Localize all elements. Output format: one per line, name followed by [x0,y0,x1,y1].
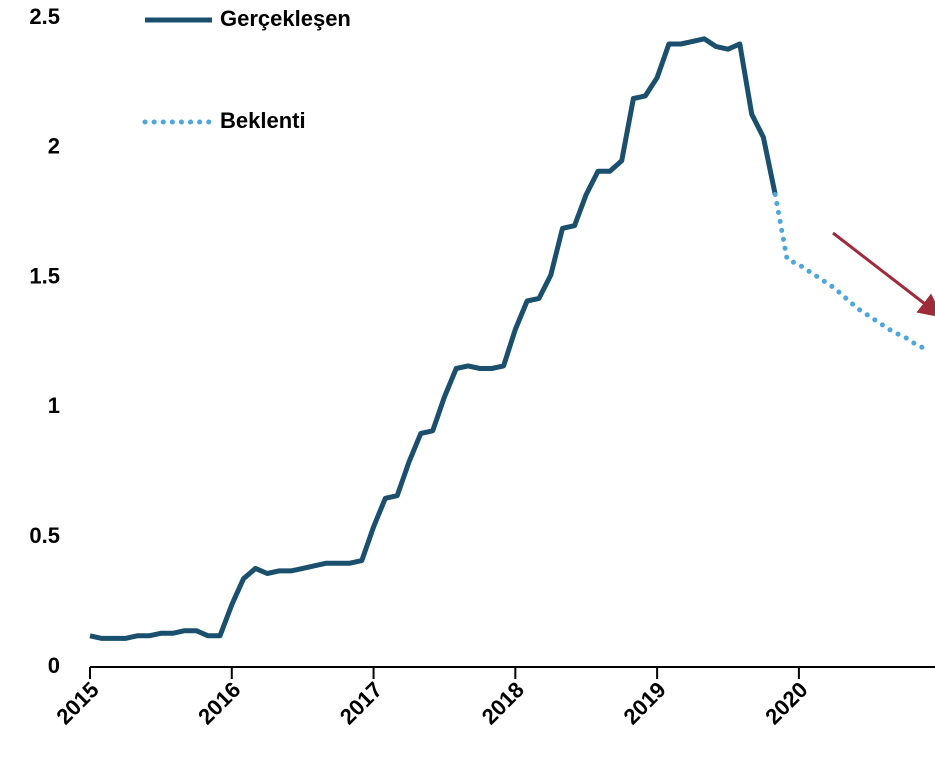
legend-label: Beklenti [220,108,306,133]
x-tick-label: 2020 [760,677,812,729]
x-tick-label: 2017 [335,677,387,729]
x-tick-label: 2018 [477,677,529,729]
series-line [772,192,932,353]
y-tick-label: 1 [48,393,60,418]
series-line [89,36,778,641]
legend-label: Gerçekleşen [220,6,351,31]
x-tick-label: 2016 [193,677,245,729]
y-tick-label: 2 [48,134,60,159]
y-tick-label: 0.5 [29,523,60,548]
x-tick-label: 2019 [618,677,670,729]
y-tick-label: 1.5 [29,263,60,288]
trend-arrow [832,231,935,318]
y-tick-label: 2.5 [29,4,60,29]
y-tick-label: 0 [48,653,60,678]
x-tick-label: 2015 [51,677,103,729]
